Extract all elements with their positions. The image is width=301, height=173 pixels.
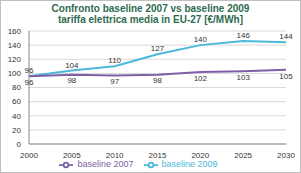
svg-text:40: 40	[12, 112, 21, 121]
svg-text:60: 60	[12, 97, 21, 106]
svg-text:2015: 2015	[149, 151, 167, 160]
svg-text:127: 127	[151, 44, 165, 53]
svg-text:146: 146	[236, 31, 250, 40]
svg-text:80: 80	[12, 83, 21, 92]
svg-text:110: 110	[108, 56, 121, 65]
svg-text:96: 96	[25, 78, 34, 87]
svg-text:0: 0	[17, 140, 22, 149]
svg-text:98: 98	[153, 76, 162, 85]
svg-text:100: 100	[8, 69, 22, 78]
svg-text:102: 102	[194, 74, 208, 83]
svg-text:140: 140	[8, 41, 22, 50]
svg-text:2000: 2000	[20, 151, 38, 160]
svg-text:2025: 2025	[234, 151, 252, 160]
svg-text:2010: 2010	[106, 151, 124, 160]
html-text:tariffa elettrica media in EU-: tariffa elettrica media in EU-27 [€/MWh]	[58, 14, 243, 25]
html-text:baseline 2007: baseline 2007	[77, 159, 134, 170]
svg-text:2020: 2020	[191, 151, 209, 160]
svg-text:96: 96	[25, 66, 34, 75]
svg-text:103: 103	[236, 73, 250, 82]
html-text:Confronto baseline 2007 vs bas: Confronto baseline 2007 vs baseline 2009	[51, 3, 250, 14]
svg-text:2005: 2005	[63, 151, 81, 160]
svg-text:104: 104	[65, 61, 79, 70]
svg-text:98: 98	[67, 76, 76, 85]
svg-text:97: 97	[110, 77, 119, 86]
html-text:baseline 2009: baseline 2009	[161, 159, 218, 170]
svg-text:160: 160	[8, 27, 22, 36]
svg-text:144: 144	[279, 32, 293, 41]
svg-text:105: 105	[279, 72, 293, 81]
svg-text:2030: 2030	[277, 151, 293, 160]
svg-text:140: 140	[194, 35, 208, 44]
svg-text:20: 20	[12, 126, 21, 135]
svg-text:120: 120	[8, 55, 22, 64]
